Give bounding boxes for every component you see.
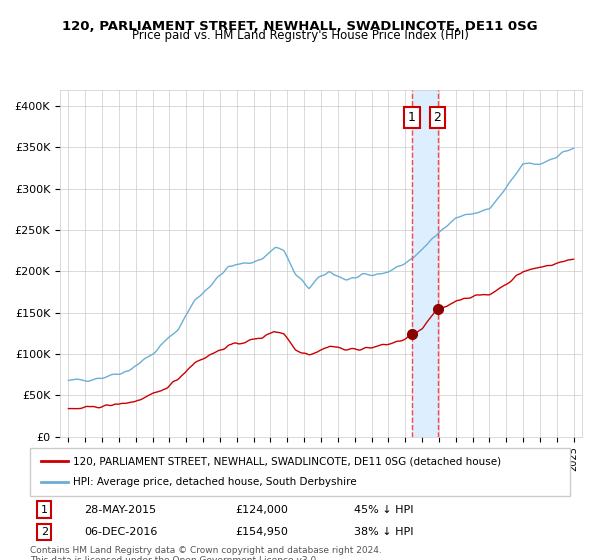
Text: 1: 1 <box>408 111 416 124</box>
Text: Price paid vs. HM Land Registry's House Price Index (HPI): Price paid vs. HM Land Registry's House … <box>131 29 469 42</box>
Text: £124,000: £124,000 <box>235 505 288 515</box>
Text: 120, PARLIAMENT STREET, NEWHALL, SWADLINCOTE, DE11 0SG: 120, PARLIAMENT STREET, NEWHALL, SWADLIN… <box>62 20 538 32</box>
Text: Contains HM Land Registry data © Crown copyright and database right 2024.
This d: Contains HM Land Registry data © Crown c… <box>30 546 382 560</box>
Text: HPI: Average price, detached house, South Derbyshire: HPI: Average price, detached house, Sout… <box>73 477 357 487</box>
Bar <box>412 90 437 437</box>
Text: 06-DEC-2016: 06-DEC-2016 <box>84 527 157 537</box>
Text: 2: 2 <box>41 527 48 537</box>
Text: 45% ↓ HPI: 45% ↓ HPI <box>354 505 413 515</box>
Text: 1: 1 <box>41 505 48 515</box>
Text: £154,950: £154,950 <box>235 527 288 537</box>
Text: 2: 2 <box>434 111 442 124</box>
Text: 28-MAY-2015: 28-MAY-2015 <box>84 505 156 515</box>
Text: 38% ↓ HPI: 38% ↓ HPI <box>354 527 413 537</box>
FancyBboxPatch shape <box>30 448 570 496</box>
Text: 120, PARLIAMENT STREET, NEWHALL, SWADLINCOTE, DE11 0SG (detached house): 120, PARLIAMENT STREET, NEWHALL, SWADLIN… <box>73 456 502 466</box>
